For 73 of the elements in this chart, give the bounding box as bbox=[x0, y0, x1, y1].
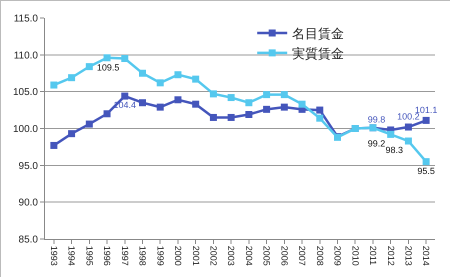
x-tick-label: 2004 bbox=[244, 246, 254, 266]
point bbox=[316, 114, 324, 122]
x-tick-label: 2003 bbox=[226, 246, 236, 266]
data-label: 109.5 bbox=[96, 62, 120, 73]
point bbox=[156, 104, 164, 111]
point bbox=[316, 106, 324, 114]
point bbox=[422, 116, 430, 124]
point bbox=[298, 100, 306, 108]
x-tick-label: 2002 bbox=[208, 246, 218, 266]
x-tick-label: 2010 bbox=[350, 246, 360, 266]
point bbox=[192, 100, 200, 108]
point bbox=[228, 114, 235, 121]
point bbox=[174, 96, 182, 104]
point bbox=[404, 124, 412, 131]
point bbox=[387, 130, 394, 138]
point bbox=[104, 54, 111, 62]
point bbox=[422, 158, 430, 166]
point bbox=[104, 110, 111, 118]
point bbox=[210, 114, 217, 121]
x-tick-label: 2008 bbox=[314, 246, 325, 266]
legend-label: 名目賃金 bbox=[292, 26, 344, 42]
x-tick-label: 2014 bbox=[421, 246, 432, 266]
y-tick-label: 105.0 bbox=[12, 87, 38, 98]
point bbox=[192, 76, 200, 83]
x-tick-label: 2005 bbox=[262, 246, 272, 266]
point bbox=[121, 55, 128, 62]
x-tick-label: 2013 bbox=[403, 246, 414, 266]
x-tick-label: 1997 bbox=[120, 246, 130, 266]
x-tick-label: 2011 bbox=[368, 246, 378, 266]
x-tick-label: 1999 bbox=[155, 246, 166, 266]
x-tick-label: 1998 bbox=[138, 246, 148, 266]
point bbox=[68, 130, 76, 138]
x-tick-label: 1996 bbox=[102, 246, 112, 266]
x-tick-label: 1994 bbox=[66, 246, 77, 266]
point bbox=[139, 99, 146, 106]
point bbox=[86, 120, 93, 128]
x-tick-label: 2012 bbox=[386, 246, 396, 266]
point bbox=[139, 70, 146, 77]
point bbox=[156, 79, 164, 86]
legend-label: 実質賃金 bbox=[292, 46, 344, 61]
x-tick-label: 1995 bbox=[84, 246, 94, 266]
x-tick-label: 1993 bbox=[48, 246, 59, 266]
y-tick-label: 110.0 bbox=[14, 50, 38, 62]
point bbox=[245, 99, 252, 106]
point bbox=[86, 63, 93, 70]
point bbox=[263, 91, 270, 98]
point bbox=[50, 142, 58, 149]
point bbox=[174, 71, 182, 78]
data-label: 95.5 bbox=[417, 166, 435, 176]
x-tick-label: 2007 bbox=[297, 246, 308, 266]
data-label: 98.3 bbox=[386, 145, 404, 156]
y-tick-label: 90.0 bbox=[18, 198, 38, 209]
x-tick-label: 2006 bbox=[279, 246, 290, 266]
point bbox=[210, 90, 217, 98]
y-tick-label: 115.0 bbox=[14, 14, 38, 24]
y-tick-label: 95.0 bbox=[18, 160, 38, 172]
data-label: 99.8 bbox=[368, 114, 386, 124]
point bbox=[245, 111, 252, 118]
point bbox=[121, 92, 128, 100]
point bbox=[68, 74, 76, 82]
point bbox=[404, 138, 412, 145]
point bbox=[280, 91, 288, 98]
point bbox=[50, 82, 58, 89]
x-tick-label: 2001 bbox=[190, 246, 201, 266]
point bbox=[280, 104, 288, 111]
point bbox=[263, 106, 270, 113]
y-tick-label: 100.0 bbox=[12, 124, 38, 135]
data-label: 101.1 bbox=[414, 104, 438, 115]
y-tick-label: 85.0 bbox=[18, 234, 38, 246]
x-tick-label: 2009 bbox=[332, 246, 343, 266]
x-tick-label: 2000 bbox=[173, 246, 184, 266]
data-label: 99.2 bbox=[368, 138, 386, 149]
point bbox=[228, 94, 235, 102]
